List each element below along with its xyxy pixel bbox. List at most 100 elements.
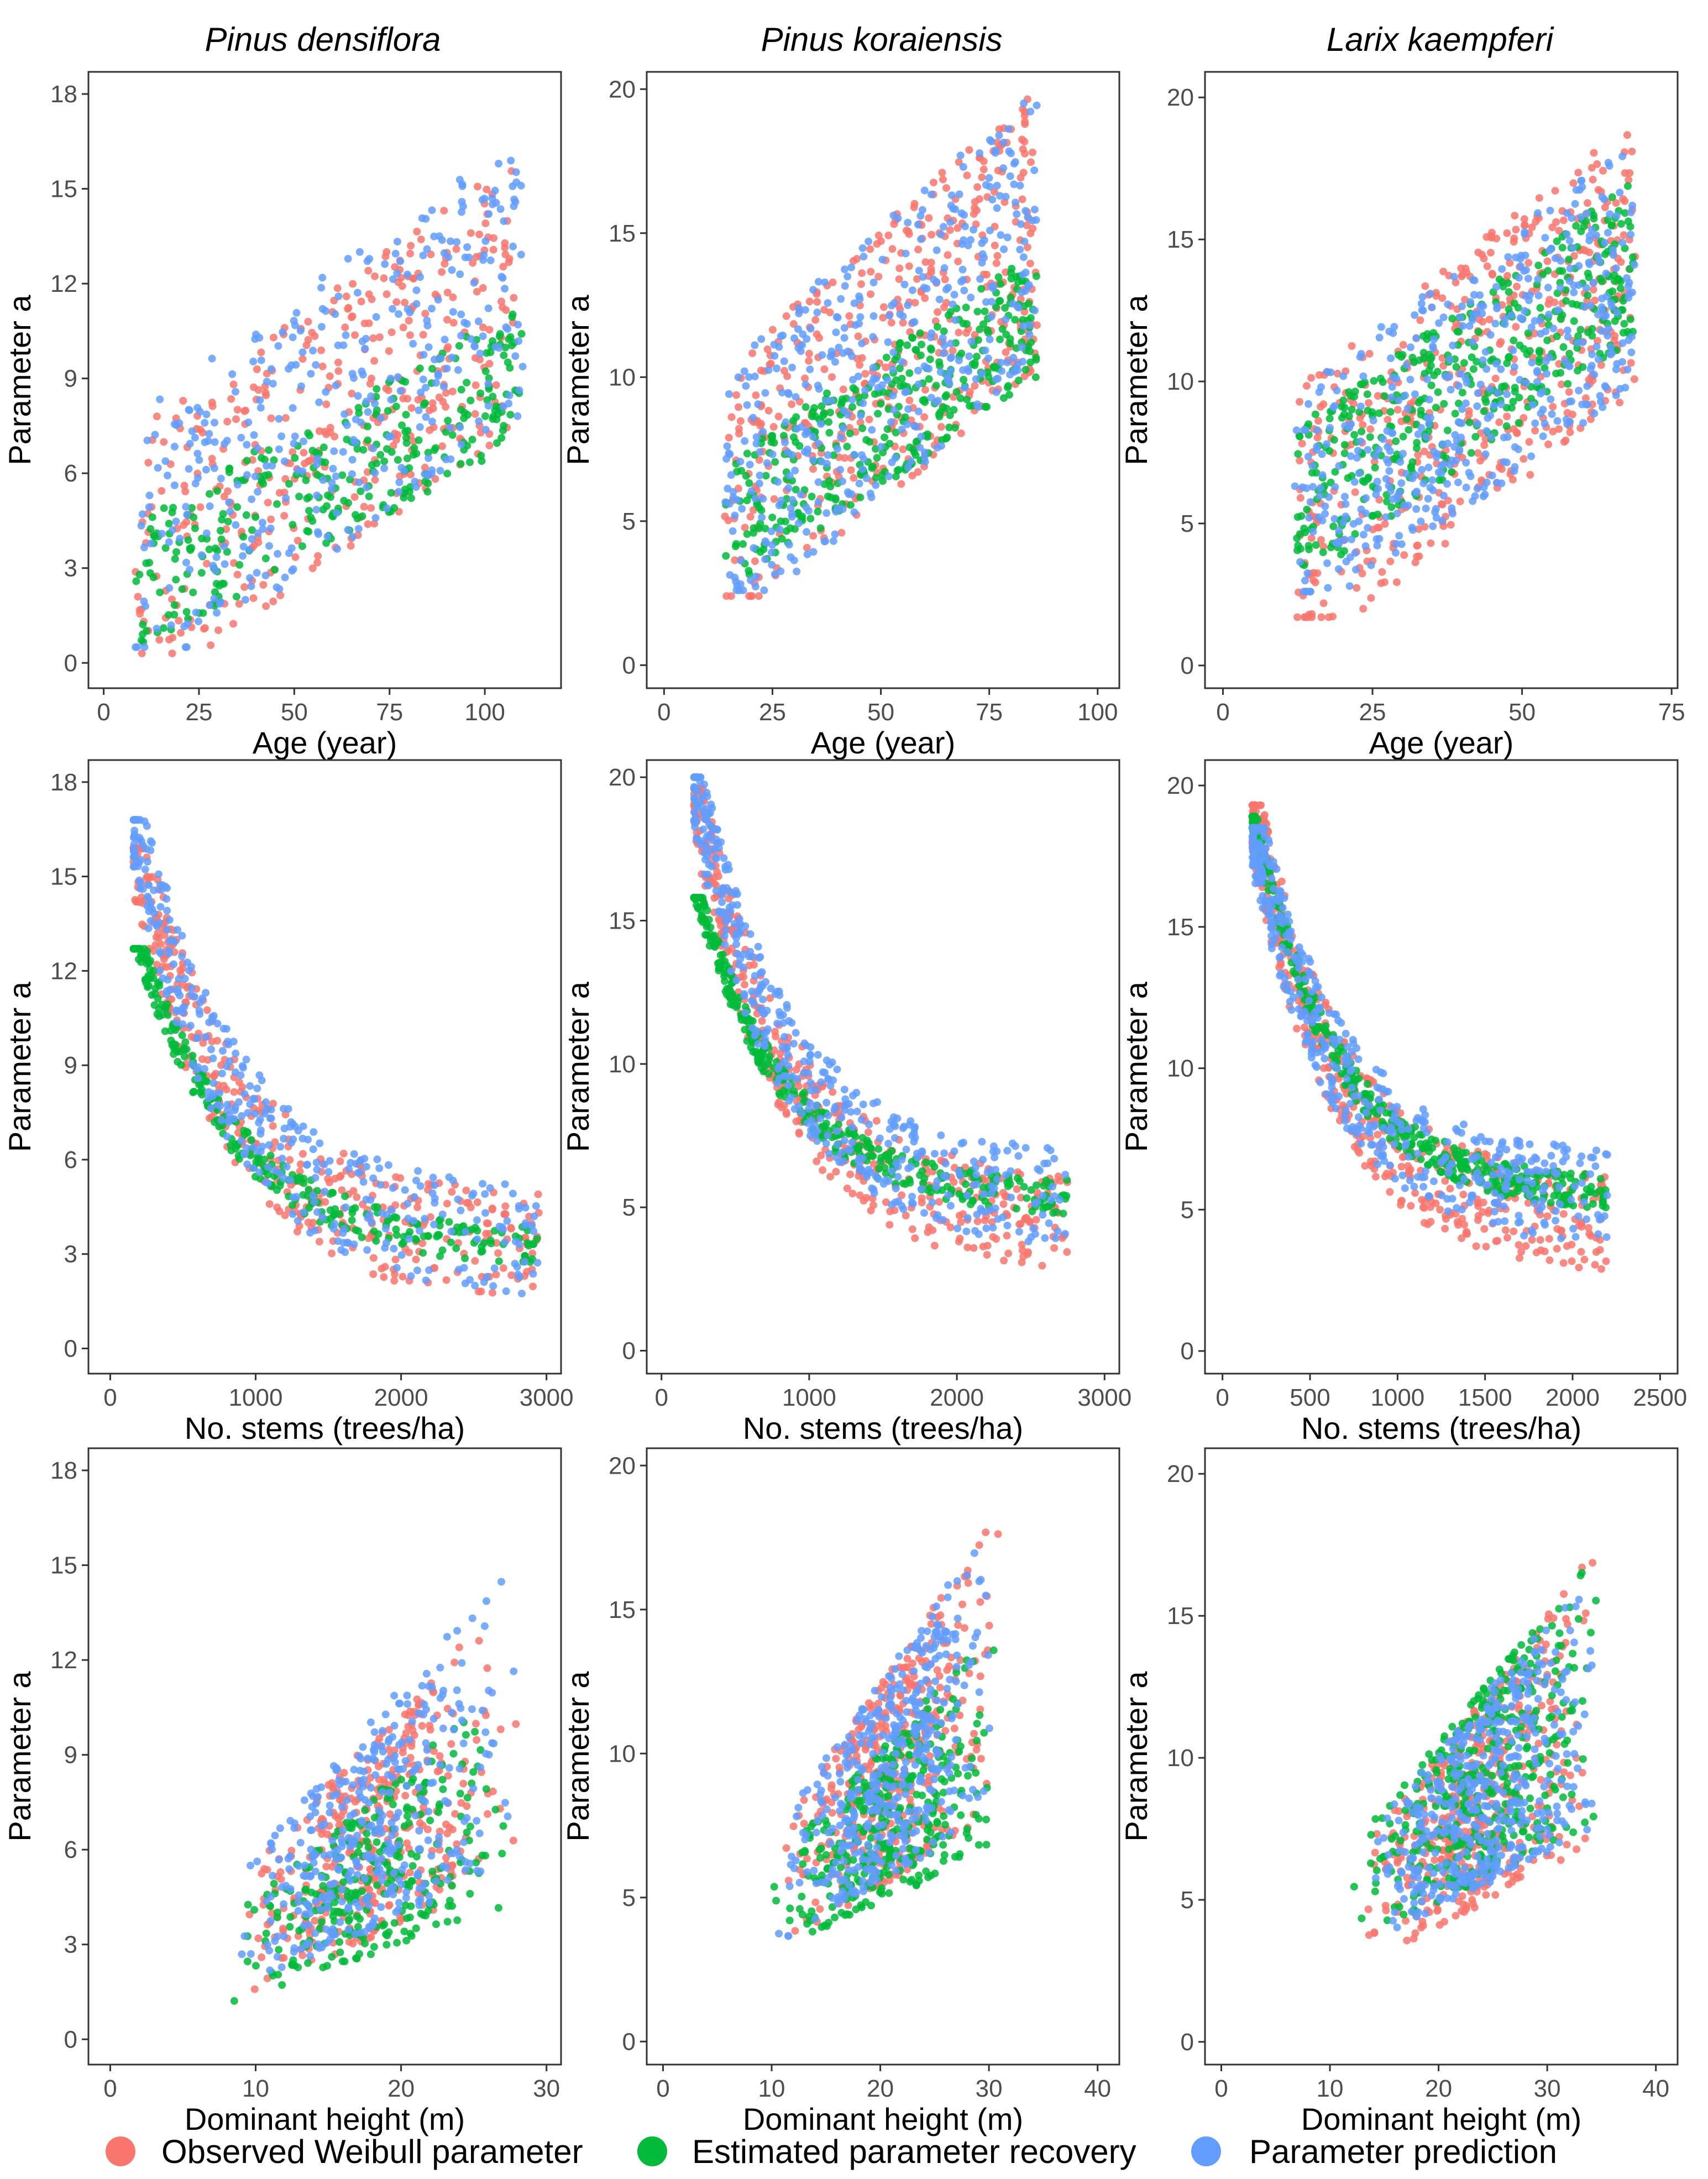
- point-estimated-parameter-recovery: [1558, 244, 1566, 252]
- point-parameter-prediction: [813, 308, 821, 317]
- point-observed-weibull-parameter: [494, 1249, 502, 1258]
- point-estimated-parameter-recovery: [455, 342, 463, 350]
- point-parameter-prediction: [191, 433, 199, 442]
- point-estimated-parameter-recovery: [1327, 543, 1335, 552]
- point-parameter-prediction: [987, 297, 996, 306]
- point-parameter-prediction: [890, 298, 899, 307]
- point-observed-weibull-parameter: [1020, 372, 1029, 380]
- point-parameter-prediction: [243, 1160, 252, 1169]
- point-parameter-prediction: [467, 335, 475, 343]
- point-parameter-prediction: [1487, 433, 1495, 441]
- point-observed-weibull-parameter: [1513, 282, 1521, 291]
- point-parameter-prediction: [1018, 289, 1026, 296]
- y-tick-label: 18: [50, 769, 77, 796]
- point-estimated-parameter-recovery: [478, 1247, 486, 1255]
- point-estimated-parameter-recovery: [306, 431, 313, 439]
- point-observed-weibull-parameter: [1026, 259, 1034, 268]
- point-parameter-prediction: [1557, 256, 1565, 265]
- point-estimated-parameter-recovery: [303, 1192, 312, 1200]
- point-parameter-prediction: [304, 1135, 312, 1144]
- point-parameter-prediction: [332, 472, 340, 480]
- point-parameter-prediction: [960, 286, 968, 295]
- point-parameter-prediction: [1359, 372, 1368, 380]
- point-parameter-prediction: [1024, 213, 1032, 221]
- point-observed-weibull-parameter: [448, 387, 457, 396]
- point-parameter-prediction: [492, 198, 500, 207]
- point-estimated-parameter-recovery: [352, 1226, 360, 1234]
- point-estimated-parameter-recovery: [1399, 432, 1407, 441]
- point-parameter-prediction: [967, 338, 976, 345]
- point-parameter-prediction: [1600, 195, 1609, 203]
- point-parameter-prediction: [143, 436, 151, 444]
- point-estimated-parameter-recovery: [402, 411, 410, 419]
- point-observed-weibull-parameter: [281, 414, 290, 422]
- point-parameter-prediction: [1465, 322, 1474, 330]
- point-parameter-prediction: [1479, 356, 1487, 364]
- point-estimated-parameter-recovery: [500, 351, 508, 359]
- point-parameter-prediction: [276, 1143, 285, 1151]
- point-parameter-prediction: [348, 455, 357, 464]
- point-observed-weibull-parameter: [1565, 388, 1573, 396]
- point-estimated-parameter-recovery: [782, 517, 789, 526]
- point-estimated-parameter-recovery: [1562, 297, 1570, 305]
- y-tick-label: 6: [64, 460, 77, 487]
- point-parameter-prediction: [474, 317, 483, 326]
- point-observed-weibull-parameter: [210, 1072, 218, 1081]
- point-parameter-prediction: [473, 1235, 481, 1243]
- point-estimated-parameter-recovery: [169, 504, 177, 512]
- point-parameter-prediction: [940, 264, 949, 272]
- point-observed-weibull-parameter: [134, 593, 142, 601]
- point-parameter-prediction: [315, 398, 323, 406]
- point-estimated-parameter-recovery: [1609, 287, 1617, 295]
- point-estimated-parameter-recovery: [370, 1203, 379, 1211]
- point-observed-weibull-parameter: [809, 465, 817, 473]
- point-observed-weibull-parameter: [979, 157, 988, 165]
- point-observed-weibull-parameter: [1528, 223, 1536, 232]
- point-parameter-prediction: [898, 425, 906, 433]
- point-observed-weibull-parameter: [275, 489, 284, 497]
- point-parameter-prediction: [240, 1150, 248, 1159]
- y-tick-label: 3: [64, 1241, 77, 1268]
- point-parameter-prediction: [440, 383, 448, 391]
- point-observed-weibull-parameter: [371, 476, 379, 484]
- point-observed-weibull-parameter: [473, 1198, 481, 1206]
- point-parameter-prediction: [1537, 410, 1545, 417]
- point-parameter-prediction: [1625, 336, 1633, 344]
- point-parameter-prediction: [756, 472, 764, 480]
- point-observed-weibull-parameter: [846, 424, 853, 432]
- point-parameter-prediction: [1006, 370, 1014, 379]
- point-parameter-prediction: [205, 429, 213, 438]
- y-tick-label: 9: [64, 1052, 77, 1079]
- point-estimated-parameter-recovery: [489, 392, 497, 401]
- point-parameter-prediction: [1510, 363, 1518, 371]
- point-parameter-prediction: [1455, 446, 1464, 454]
- point-observed-weibull-parameter: [1558, 380, 1565, 389]
- point-parameter-prediction: [788, 363, 796, 371]
- point-parameter-prediction: [1402, 361, 1411, 369]
- point-parameter-prediction: [1466, 472, 1475, 480]
- point-parameter-prediction: [1318, 471, 1327, 479]
- point-estimated-parameter-recovery: [214, 1095, 223, 1103]
- point-estimated-parameter-recovery: [1340, 547, 1348, 555]
- point-parameter-prediction: [1572, 186, 1580, 194]
- y-tick-label: 5: [1181, 510, 1194, 537]
- point-parameter-prediction: [471, 343, 479, 350]
- point-estimated-parameter-recovery: [178, 585, 186, 593]
- point-parameter-prediction: [1373, 478, 1381, 486]
- point-observed-weibull-parameter: [879, 313, 887, 322]
- point-parameter-prediction: [814, 498, 822, 506]
- point-parameter-prediction: [412, 1176, 420, 1185]
- point-observed-weibull-parameter: [1296, 494, 1304, 502]
- point-parameter-prediction: [244, 418, 253, 427]
- point-estimated-parameter-recovery: [1330, 436, 1338, 444]
- point-parameter-prediction: [1566, 264, 1574, 273]
- point-parameter-prediction: [964, 242, 972, 249]
- point-observed-weibull-parameter: [474, 182, 481, 191]
- point-estimated-parameter-recovery: [1297, 544, 1304, 553]
- point-estimated-parameter-recovery: [1557, 315, 1565, 323]
- point-observed-weibull-parameter: [872, 1117, 881, 1125]
- point-observed-weibull-parameter: [1495, 418, 1503, 426]
- point-parameter-prediction: [1356, 437, 1365, 446]
- point-parameter-prediction: [776, 525, 784, 533]
- point-parameter-prediction: [444, 253, 453, 261]
